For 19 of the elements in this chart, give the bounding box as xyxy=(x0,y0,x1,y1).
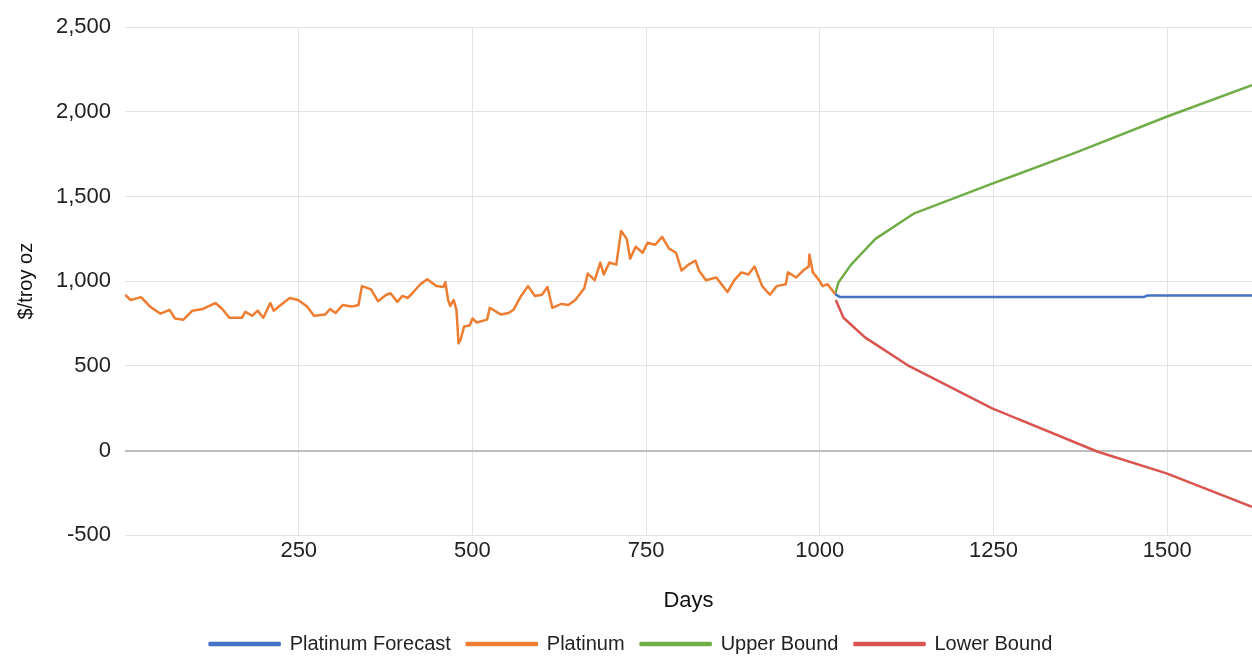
x-tick-label: 1000 xyxy=(795,537,845,563)
x-tick-label: 750 xyxy=(627,537,665,563)
y-tick-label: 1,000 xyxy=(55,267,112,293)
x-axis-title: Days xyxy=(663,586,714,612)
y-tick-label: -500 xyxy=(67,521,112,547)
y-axis-title: $/troy oz xyxy=(13,242,36,320)
x-tick-label: 250 xyxy=(280,537,318,563)
x-tick-label: 500 xyxy=(454,537,491,563)
legend-label: Platinum xyxy=(546,631,625,654)
y-tick-label: 2,500 xyxy=(55,13,112,39)
x-tick-label: 1500 xyxy=(1142,537,1192,563)
x-tick-label: 1250 xyxy=(969,537,1019,563)
y-tick-label: 2,000 xyxy=(55,97,112,123)
legend-label: Platinum Forecast xyxy=(289,631,452,654)
y-tick-label: 0 xyxy=(98,436,112,462)
y-tick-label: 1,500 xyxy=(55,182,112,208)
legend-label: Lower Bound xyxy=(934,631,1053,654)
legend-label: Upper Bound xyxy=(720,631,839,654)
y-tick-label: 500 xyxy=(74,351,112,377)
